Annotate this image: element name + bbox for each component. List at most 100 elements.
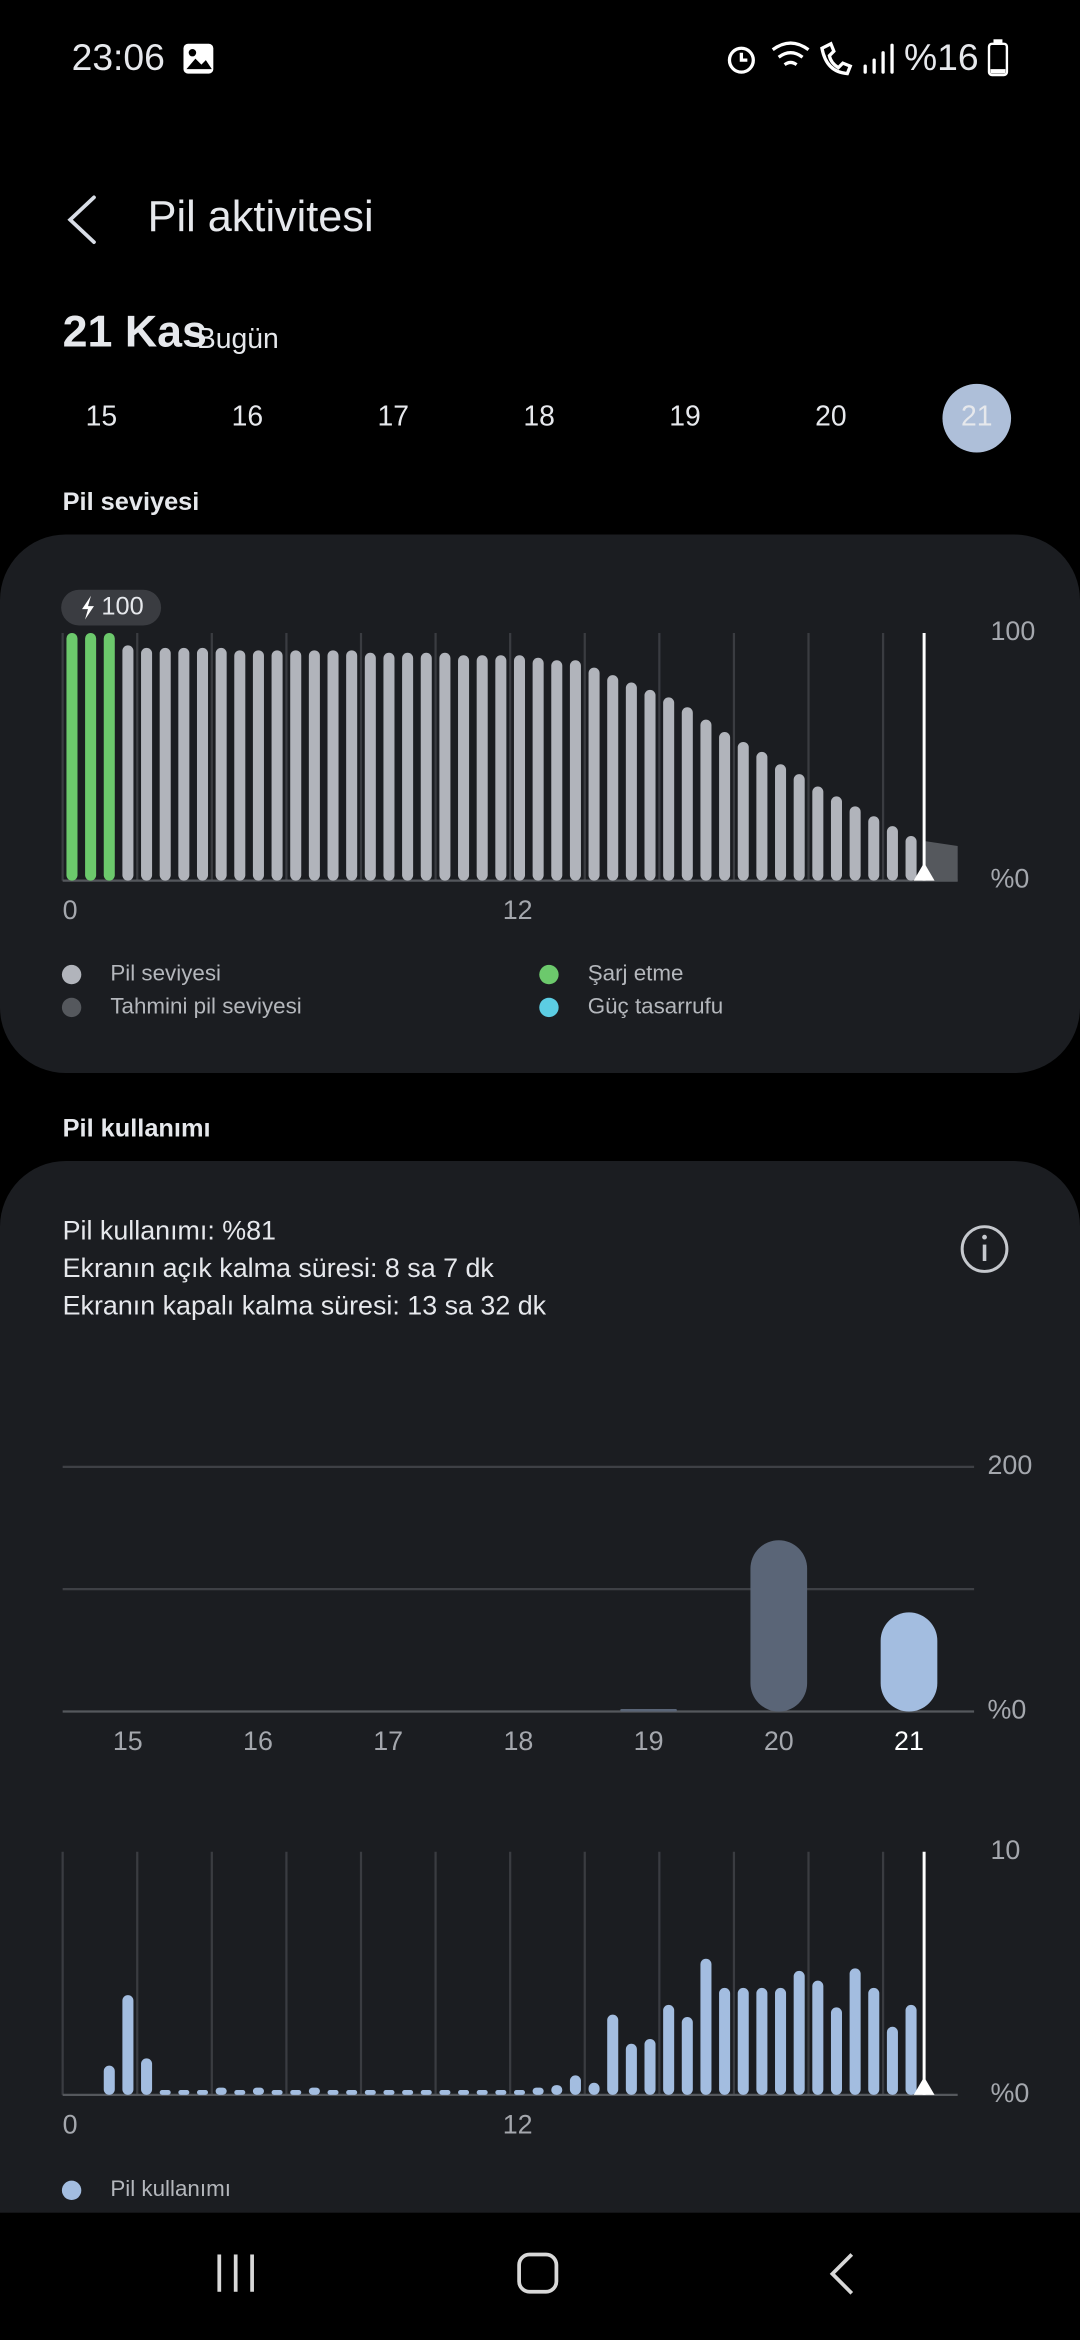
bar	[681, 707, 693, 881]
x-tick-label: 20	[764, 1726, 794, 1756]
bar	[793, 1970, 805, 2095]
x-tick-label: 12	[503, 895, 533, 925]
bar	[812, 786, 824, 881]
nav-recents[interactable]	[217, 2254, 254, 2292]
y-tick-label: 200	[988, 1450, 1033, 1480]
bar	[607, 2014, 619, 2095]
legend-dot	[61, 997, 82, 1018]
bar	[849, 806, 861, 881]
bar	[290, 650, 302, 881]
nav-bar	[0, 2212, 1080, 2340]
day[interactable]: 15	[86, 401, 118, 433]
section-title: Pil seviyesi	[63, 488, 200, 516]
bar	[364, 652, 376, 881]
nav-back[interactable]	[829, 2253, 854, 2295]
bar	[196, 2089, 209, 2095]
bar	[122, 1995, 134, 2095]
bar	[886, 2026, 898, 2095]
bar	[308, 650, 320, 881]
info-button[interactable]	[960, 1225, 1009, 1273]
bar	[868, 1987, 880, 2095]
bar	[215, 647, 227, 881]
bar	[663, 697, 675, 881]
status-battery: %16	[904, 36, 979, 78]
bar	[775, 1987, 787, 2095]
legend-label: Tahmini pil seviyesi	[110, 993, 301, 1018]
bar	[532, 2087, 544, 2095]
x-tick-label: 0	[63, 2109, 78, 2139]
card	[0, 1161, 1080, 2295]
day[interactable]: 16	[232, 401, 264, 433]
bar	[271, 650, 283, 881]
bar	[551, 660, 563, 881]
x-tick-label: 19	[634, 1726, 664, 1756]
day[interactable]: 18	[523, 401, 555, 433]
bar	[700, 1958, 712, 2095]
bar	[439, 2089, 451, 2095]
day[interactable]: 21	[961, 401, 993, 433]
bar	[569, 2075, 581, 2095]
badge-label: 100	[101, 592, 143, 620]
legend-label: Pil seviyesi	[110, 960, 221, 985]
bar	[66, 632, 78, 881]
bar	[383, 652, 395, 881]
legend-label: Şarj etme	[588, 960, 684, 985]
now-marker-head	[913, 862, 935, 881]
bar	[290, 2089, 302, 2095]
bar	[439, 652, 451, 881]
bar	[868, 816, 880, 881]
bar	[458, 2089, 470, 2095]
bar	[513, 655, 526, 881]
summary-line: Ekranın açık kalma süresi: 8 sa 7 dk	[63, 1253, 495, 1283]
bar	[308, 2087, 320, 2095]
bar	[402, 652, 414, 881]
now-marker-head	[913, 2076, 935, 2095]
bar	[756, 1987, 768, 2095]
bar	[625, 2043, 637, 2095]
bar	[252, 2087, 264, 2095]
bar	[625, 682, 637, 881]
bar	[141, 2058, 153, 2095]
battery-icon	[987, 39, 1009, 77]
badge: 100	[61, 589, 162, 626]
gallery-icon	[183, 43, 214, 74]
bar	[215, 2087, 227, 2095]
bar	[364, 2089, 376, 2095]
y-tick-label: 10	[990, 1835, 1020, 1865]
nav-home[interactable]	[517, 2252, 559, 2294]
bar	[122, 645, 134, 881]
bar	[159, 2089, 171, 2095]
bar	[327, 2089, 339, 2095]
status-icons	[727, 41, 894, 76]
bar	[849, 1968, 861, 2095]
bar	[178, 647, 190, 881]
day[interactable]: 20	[815, 401, 847, 433]
bar	[569, 660, 581, 881]
day[interactable]: 19	[669, 401, 701, 433]
y-tick-label: %0	[990, 864, 1029, 894]
back-button[interactable]	[67, 195, 96, 245]
bar	[644, 2038, 656, 2095]
day[interactable]: 17	[377, 401, 409, 433]
x-tick-label: 16	[243, 1726, 273, 1756]
bar	[346, 2089, 358, 2095]
date-label: Bugün	[197, 323, 279, 355]
bar	[700, 719, 712, 881]
bar	[458, 655, 470, 881]
bar	[737, 1987, 749, 2095]
x-tick-label: 17	[373, 1726, 403, 1756]
y-tick-label: 100	[990, 616, 1035, 646]
bar	[737, 741, 749, 881]
bar	[793, 774, 805, 881]
bar	[719, 732, 731, 881]
bar	[513, 2089, 526, 2095]
bar	[719, 1987, 731, 2095]
bar	[830, 2007, 842, 2095]
bar	[775, 764, 787, 881]
bar	[756, 751, 768, 881]
summary-line: Ekranın kapalı kalma süresi: 13 sa 32 dk	[63, 1290, 547, 1320]
x-tick-label: 21	[894, 1726, 924, 1756]
forecast-area	[924, 840, 958, 881]
